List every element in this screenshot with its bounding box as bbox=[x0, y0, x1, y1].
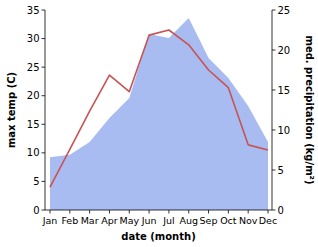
y-tick bbox=[42, 152, 46, 153]
x-tick bbox=[248, 210, 249, 214]
y2-tick bbox=[272, 170, 276, 171]
x-tick bbox=[129, 210, 130, 214]
x-tick bbox=[69, 210, 70, 214]
y2-tick bbox=[272, 10, 276, 11]
y-tick-label: 30 bbox=[27, 33, 40, 44]
x-axis bbox=[45, 210, 272, 211]
y2-axis bbox=[272, 10, 273, 210]
precipitation-area bbox=[50, 18, 268, 210]
y-tick-label: 0 bbox=[33, 205, 39, 216]
y-tick bbox=[42, 67, 46, 68]
y2-tick bbox=[272, 130, 276, 131]
x-tick-label: Nov bbox=[239, 215, 258, 226]
x-tick bbox=[228, 210, 229, 214]
y-axis bbox=[45, 10, 46, 210]
x-tick bbox=[89, 210, 90, 214]
x-tick-label: Jun bbox=[141, 215, 157, 226]
y2-axis-label: med. precipitation (kg/m²) bbox=[304, 35, 315, 184]
y-tick bbox=[42, 95, 46, 96]
y-tick-label: 20 bbox=[27, 90, 40, 101]
x-tick-label: Oct bbox=[220, 215, 237, 226]
x-tick-label: Sep bbox=[200, 215, 218, 226]
x-tick-label: Dec bbox=[259, 215, 277, 226]
x-tick bbox=[50, 210, 51, 214]
x-tick-label: Mar bbox=[81, 215, 99, 226]
y-tick-label: 10 bbox=[27, 147, 40, 158]
y-tick bbox=[42, 210, 46, 211]
x-tick-label: Apr bbox=[101, 215, 118, 226]
y-tick-label: 5 bbox=[33, 176, 39, 187]
y2-tick-label: 10 bbox=[278, 125, 291, 136]
y-tick bbox=[42, 38, 46, 39]
y2-tick-label: 15 bbox=[278, 85, 291, 96]
y2-tick-label: 5 bbox=[278, 165, 284, 176]
y2-tick-label: 25 bbox=[278, 5, 291, 16]
y-tick-label: 25 bbox=[27, 62, 40, 73]
x-tick-label: Aug bbox=[179, 215, 198, 226]
y2-tick bbox=[272, 210, 276, 211]
y-axis-label: max temp (C) bbox=[6, 72, 17, 148]
x-tick-label: Jan bbox=[42, 215, 58, 226]
y2-tick-label: 0 bbox=[278, 205, 284, 216]
x-tick bbox=[168, 210, 169, 214]
y2-tick bbox=[272, 50, 276, 51]
y-tick-label: 35 bbox=[27, 5, 40, 16]
x-tick bbox=[188, 210, 189, 214]
y2-tick-label: 20 bbox=[278, 45, 291, 56]
y-tick-label: 15 bbox=[27, 119, 40, 130]
temp-line bbox=[50, 30, 268, 187]
plot-area bbox=[50, 18, 268, 210]
y-tick bbox=[42, 181, 46, 182]
x-tick bbox=[208, 210, 209, 214]
x-tick-label: Jul bbox=[162, 215, 174, 226]
x-tick-label: May bbox=[119, 215, 139, 226]
x-axis-label: date (month) bbox=[121, 231, 195, 242]
x-tick bbox=[149, 210, 150, 214]
y-tick bbox=[42, 10, 46, 11]
x-tick bbox=[268, 210, 269, 214]
x-tick bbox=[109, 210, 110, 214]
y-tick bbox=[42, 124, 46, 125]
x-tick-label: Feb bbox=[61, 215, 78, 226]
y2-tick bbox=[272, 90, 276, 91]
